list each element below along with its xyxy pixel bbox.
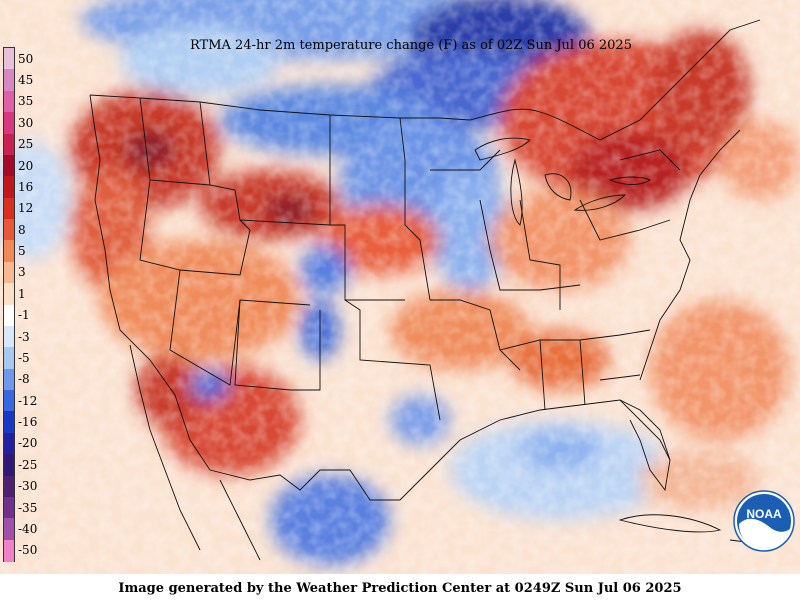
legend-swatch (4, 390, 14, 412)
legend-swatch (4, 432, 14, 455)
legend-label: -1 (18, 308, 30, 323)
legend-label: 12 (18, 201, 34, 216)
legend-swatch (4, 176, 14, 199)
legend-swatch (4, 240, 14, 263)
legend-swatch (4, 48, 14, 70)
legend-swatch (4, 518, 14, 541)
legend-swatch (4, 496, 14, 519)
legend-swatch (4, 368, 14, 391)
legend-label: -8 (18, 372, 30, 387)
temperature-change-map (0, 0, 800, 574)
boundaries (89, 19, 771, 561)
legend-label: -25 (18, 457, 38, 472)
legend-label: -3 (18, 329, 30, 344)
legend-label: 8 (18, 222, 26, 237)
legend-swatch (4, 283, 14, 305)
legend-label: -35 (18, 500, 38, 515)
legend-label: 20 (18, 158, 34, 173)
color-legend: 50 45 35 30 25 20 16 12 8 5 3 1 -1 -3 -5 -8 -12 -16 -20 -25… (3, 47, 37, 562)
legend-label: -12 (18, 393, 38, 408)
noaa-logo-text: NOAA (746, 507, 782, 521)
legend-swatch (4, 133, 14, 156)
legend-label: -5 (18, 350, 30, 365)
legend-label: -30 (18, 479, 38, 494)
legend-swatch (4, 454, 14, 476)
legend-label: -20 (18, 436, 38, 451)
legend-label: 25 (18, 137, 34, 152)
legend-swatch (4, 475, 14, 498)
legend-swatch (4, 304, 14, 327)
legend-swatch (4, 261, 14, 284)
legend-swatch (4, 539, 14, 562)
legend-swatch (4, 219, 14, 241)
legend-swatch (4, 325, 14, 348)
legend-label: -16 (18, 415, 38, 430)
field-texture (0, 0, 800, 574)
legend-label: 45 (18, 73, 34, 88)
noaa-logo: NOAA (733, 490, 795, 552)
legend-swatch (4, 112, 14, 134)
legend-swatch (4, 69, 14, 92)
legend-swatch (4, 347, 14, 370)
footer: Image generated by the Weather Predictio… (0, 574, 800, 600)
legend-label: 1 (18, 286, 26, 301)
footer-text: Image generated by the Weather Predictio… (118, 581, 682, 596)
legend-label: 5 (18, 244, 26, 259)
legend-label: -40 (18, 521, 38, 536)
legend-label: 35 (18, 94, 34, 109)
legend-swatch (4, 197, 14, 220)
legend-label: 30 (18, 115, 34, 130)
legend-label: 16 (18, 179, 34, 194)
legend-label: -50 (18, 543, 38, 558)
legend-label: 3 (18, 265, 26, 280)
legend-swatch (4, 154, 14, 177)
legend-swatch (4, 90, 14, 113)
legend-label: 50 (18, 51, 34, 66)
map-title: RTMA 24-hr 2m temperature change (F) as … (190, 38, 632, 53)
legend-swatch (4, 411, 14, 434)
